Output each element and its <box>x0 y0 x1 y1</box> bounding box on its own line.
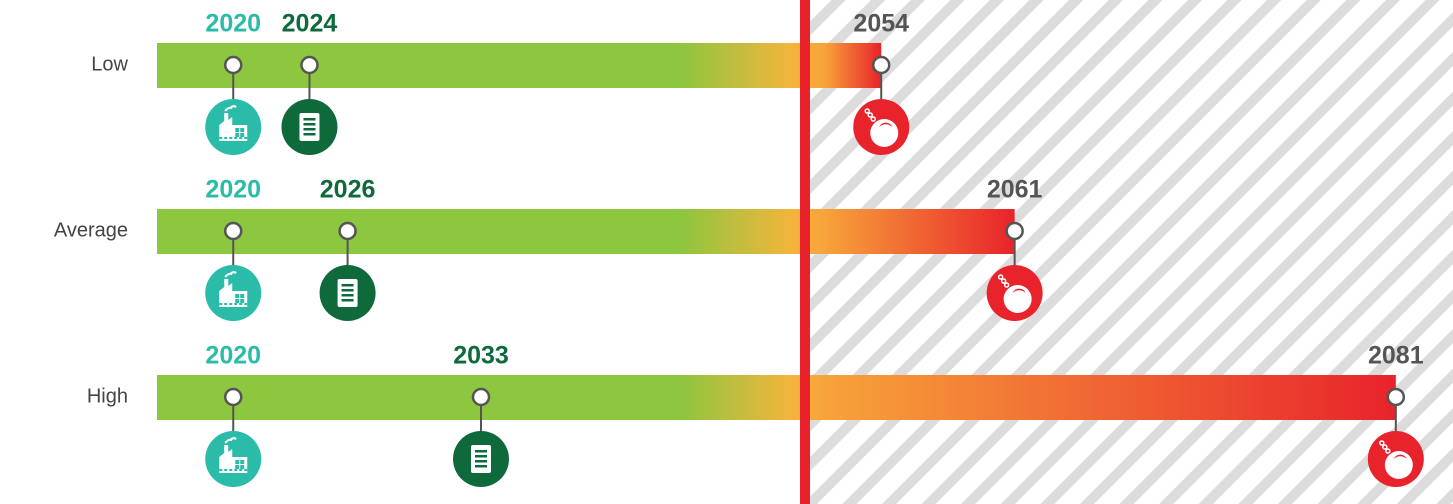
window <box>240 460 245 464</box>
window <box>240 133 245 137</box>
icon <box>205 99 262 155</box>
year-label: 2026 <box>320 176 376 204</box>
window <box>235 133 240 137</box>
year-label: 2033 <box>453 342 509 370</box>
smoke <box>224 105 237 112</box>
doc-line <box>303 123 316 126</box>
doc-line <box>341 294 354 297</box>
doc-line <box>475 460 487 463</box>
icon <box>281 99 338 155</box>
icon <box>205 265 262 321</box>
event-start <box>205 221 262 321</box>
year-label: 2081 <box>1368 342 1424 370</box>
icon <box>1367 431 1424 487</box>
window <box>235 465 240 469</box>
chain <box>1385 448 1391 454</box>
doc-line <box>341 284 354 287</box>
event-start <box>205 387 262 487</box>
pin <box>1005 221 1024 241</box>
chain <box>867 112 873 118</box>
row-label: Low <box>91 53 128 75</box>
shine <box>1393 454 1407 459</box>
event-end <box>986 221 1043 321</box>
doc-line <box>303 128 316 131</box>
window <box>235 299 240 303</box>
chain <box>1382 444 1388 450</box>
chain <box>864 108 870 114</box>
icon <box>853 99 910 155</box>
event-mid <box>319 221 376 321</box>
row-label: High <box>87 385 128 407</box>
year-label: 2020 <box>205 176 261 204</box>
pin <box>300 55 319 75</box>
event-mid <box>281 55 338 155</box>
icon <box>986 265 1043 321</box>
row-label: Average <box>54 219 128 241</box>
bar <box>157 209 1015 254</box>
window <box>240 465 245 469</box>
document <box>337 279 358 307</box>
doc-line <box>475 450 487 453</box>
document <box>471 445 491 473</box>
doc-line <box>303 118 316 121</box>
icon <box>319 265 376 321</box>
doc-line <box>303 133 316 136</box>
window <box>240 294 245 298</box>
pin <box>871 55 891 75</box>
chain <box>1379 440 1385 446</box>
bar <box>157 43 882 88</box>
pin <box>338 221 357 241</box>
window <box>235 294 240 298</box>
icon <box>205 431 262 487</box>
window <box>240 128 245 132</box>
chain <box>1003 282 1010 288</box>
document <box>299 113 320 141</box>
window <box>235 128 240 132</box>
event-end <box>853 55 910 155</box>
event-mid <box>453 387 509 487</box>
smoke <box>224 437 237 444</box>
bar <box>157 375 1396 420</box>
event-start <box>205 55 262 155</box>
doc-line <box>475 455 487 458</box>
doc-line <box>341 289 354 292</box>
icon <box>453 431 509 487</box>
pin <box>223 221 243 241</box>
year-label: 2020 <box>205 342 261 370</box>
smoke <box>224 271 237 278</box>
event-end <box>1367 387 1424 487</box>
chain <box>1000 278 1007 284</box>
window <box>235 460 240 464</box>
reference-line <box>800 0 810 504</box>
year-label: 2054 <box>853 10 909 38</box>
chain <box>997 274 1004 280</box>
pin <box>471 387 491 407</box>
year-label: 2061 <box>987 176 1043 204</box>
pin <box>223 387 243 407</box>
window <box>240 299 245 303</box>
doc-line <box>475 465 487 468</box>
pin <box>223 55 243 75</box>
chain <box>870 116 876 122</box>
year-label: 2024 <box>282 10 338 38</box>
shine <box>1012 288 1026 293</box>
shine <box>879 122 893 127</box>
year-label: 2020 <box>205 10 261 38</box>
pin <box>1386 387 1406 407</box>
doc-line <box>341 299 354 302</box>
